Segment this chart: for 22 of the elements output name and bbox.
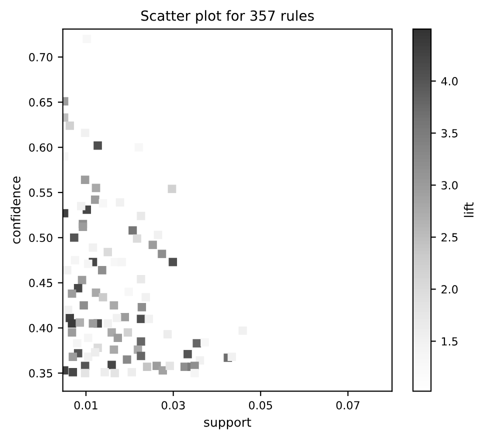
color-bar-label: 3.5: [442, 129, 458, 138]
y-tick-label: 0.55: [29, 188, 52, 197]
x-tick-label: 0.01: [74, 401, 98, 410]
y-tick-label: 0.50: [29, 234, 52, 242]
chart-title: Scatter plot for 357 rules: [141, 10, 314, 24]
y-tick-label: 0.65: [29, 98, 52, 107]
color-bar-label: 1.5: [442, 337, 458, 346]
y-tick-label: 0.70: [29, 53, 52, 62]
color-bar-title: lift: [464, 202, 474, 217]
color-bar-label: 2.5: [442, 233, 458, 242]
y-tick-label: 0.35: [29, 369, 52, 378]
color-bar-label: 3.0: [442, 181, 458, 190]
y-axis-title: confidence: [10, 176, 20, 244]
x-tick-label: 0.03: [162, 401, 185, 410]
x-tick-label: 0.07: [336, 401, 360, 410]
x-tick-label: 0.05: [248, 401, 272, 410]
y-tick-label: 0.40: [29, 324, 52, 332]
x-axis-title: support: [204, 418, 252, 430]
color-bar-label: 2.0: [442, 285, 458, 294]
y-tick-label: 0.60: [29, 143, 52, 152]
y-tick-label: 0.45: [29, 278, 52, 288]
color-bar-label: 4.0: [441, 77, 458, 86]
